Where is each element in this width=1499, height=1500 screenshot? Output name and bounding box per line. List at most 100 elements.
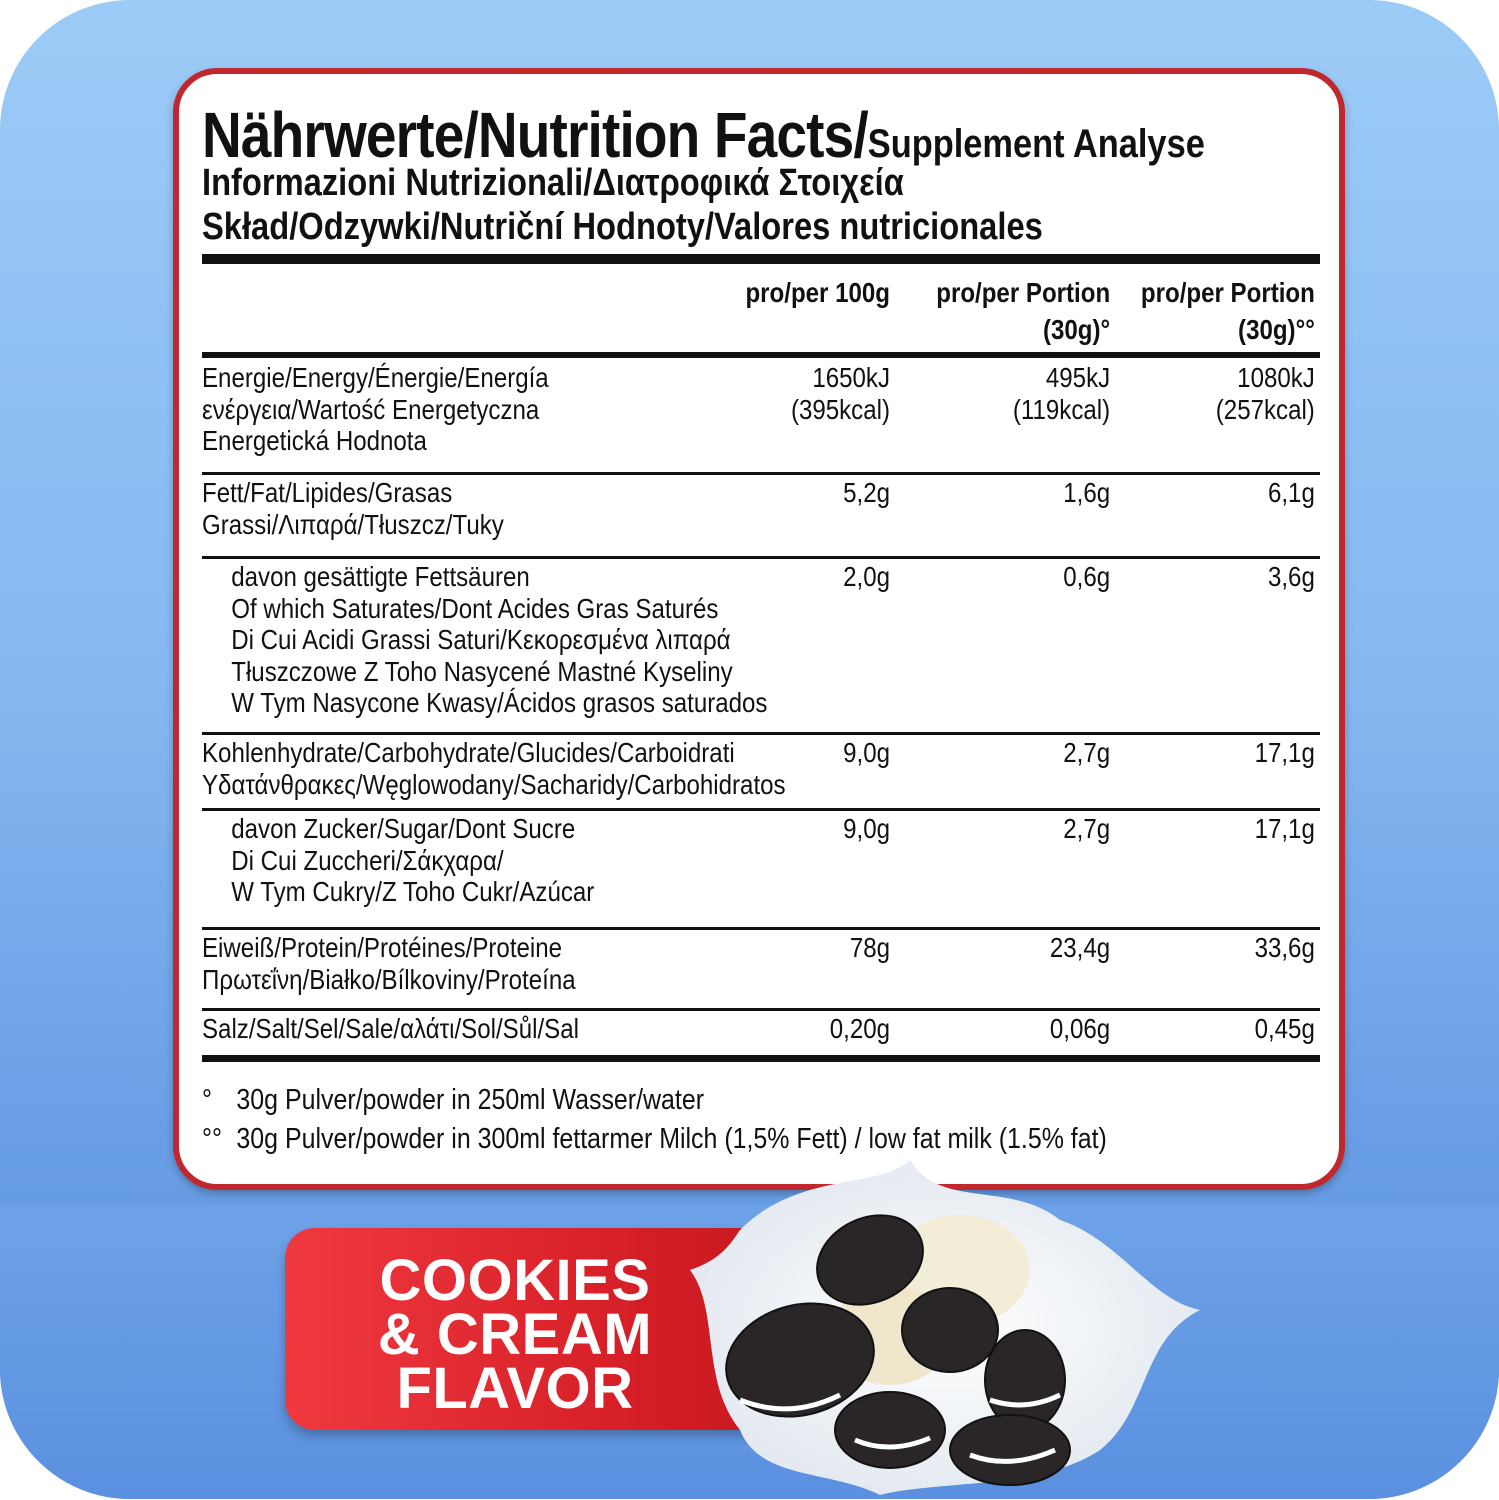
- nutrient-value-line: 2,7g: [1063, 813, 1111, 844]
- nutrient-value-line: 3,6g: [1267, 561, 1315, 592]
- flavor-line: & CREAM: [377, 1302, 653, 1367]
- nutrient-value: 495kJ (119kcal): [1013, 362, 1110, 425]
- nutrient-value-line: 2,7g: [1063, 737, 1111, 768]
- nutrient-value-line: 0,45g: [1254, 1013, 1315, 1044]
- nutrient-label-line: davon gesättigte Fettsäuren: [231, 561, 530, 592]
- nutrient-value: 23,4g: [1050, 932, 1110, 964]
- cookie: [901, 1287, 999, 1373]
- nutrient-value-line: 495kJ: [1045, 362, 1111, 393]
- nutrient-value-line: 6,1g: [1267, 477, 1315, 508]
- column-header-per-portion-water: pro/per Portion (30g)°: [936, 274, 1110, 348]
- nutrient-value: 2,7g: [1063, 813, 1110, 845]
- cookie: [725, 1302, 875, 1418]
- nutrient-label: davon gesättigte Fettsäuren Of which Satu…: [231, 561, 767, 719]
- nutrient-value: 0,45g: [1255, 1013, 1315, 1045]
- flavor-line: COOKIES: [379, 1248, 651, 1313]
- nutrient-label: Salz/Salt/Sel/Sale/αλάτι/Sol/Sůl/Sal: [202, 1013, 579, 1045]
- nutrient-value: 3,6g: [1268, 561, 1315, 593]
- nutrient-value: 1080kJ (257kcal): [1216, 362, 1315, 425]
- nutrient-value: 17,1g: [1255, 813, 1315, 845]
- nutrient-value-line: 1080kJ: [1237, 362, 1315, 393]
- nutrient-value-line: 0,6g: [1063, 561, 1111, 592]
- nutrient-value-line: 17,1g: [1254, 737, 1315, 768]
- nutrient-value: 5,2g: [843, 477, 890, 509]
- nutrient-value-line: 9,0g: [843, 737, 890, 768]
- row-divider: [202, 556, 1320, 559]
- nutrient-value: 2,0g: [843, 561, 890, 593]
- nutrient-label-line: Di Cui Zuccheri/Σάκχαρα/: [231, 844, 504, 876]
- nutrient-value-line: (119kcal): [1012, 393, 1111, 425]
- column-header-per-100g: pro/per 100g: [745, 274, 890, 311]
- nutrient-label-line: W Tym Cukry/Z Toho Cukr/Azúcar: [231, 876, 595, 907]
- nutrient-label: Fett/Fat/Lipides/Grasas Grassi/Λιπαρά/Tłu…: [202, 477, 504, 540]
- nutrient-value: 78g: [850, 932, 890, 964]
- nutrient-value-line: (257kcal): [1215, 393, 1315, 425]
- nutrient-label-line: W Tym Nasycone Kwasy/Ácidos grasos satur…: [231, 687, 768, 718]
- nutrient-value: 33,6g: [1255, 932, 1315, 964]
- nutrient-label-line: Kohlenhydrate/Carbohydrate/Glucides/Carb…: [202, 737, 735, 768]
- nutrient-label: davon Zucker/Sugar/Dont Sucre Di Cui Zucc…: [231, 813, 594, 908]
- title-main: Nährwerte/Nutrition Facts/: [202, 99, 869, 171]
- divider-thick: [202, 1055, 1320, 1062]
- row-divider: [202, 1008, 1320, 1011]
- cookie: [834, 1391, 946, 1469]
- nutrient-value: 2,7g: [1063, 737, 1110, 769]
- nutrient-label-line: Energie/Energy/Énergie/Energía: [202, 362, 549, 393]
- nutrient-label-line: Salz/Salt/Sel/Sale/αλάτι/Sol/Sůl/Sal: [202, 1013, 579, 1044]
- cookie: [816, 1214, 924, 1306]
- flavor-label: COOKIES & CREAM FLAVOR: [285, 1248, 745, 1421]
- divider-thick: [202, 254, 1320, 264]
- flavor-line: FLAVOR: [396, 1356, 634, 1421]
- footnote: °° 30g Pulver/powder in 300ml fettarmer M…: [202, 1123, 1107, 1156]
- nutrient-value: 1650kJ (395kcal): [791, 362, 890, 425]
- nutrient-value: 1,6g: [1063, 477, 1110, 509]
- nutrient-label-line: Tłuszczowe Z Toho Nasycené Mastné Kyseli…: [231, 655, 733, 687]
- nutrition-facts-panel: Nährwerte/Nutrition Facts/Supplement Ana…: [173, 68, 1345, 1190]
- column-header-line: (30g)°: [1042, 314, 1111, 345]
- column-header-line: pro/per 100g: [745, 277, 890, 308]
- title-line-3: Skład/Odzywki/Nutriční Hodnoty/Valores n…: [202, 206, 1043, 248]
- column-header-line: (30g)°°: [1238, 314, 1315, 345]
- nutrient-label: Kohlenhydrate/Carbohydrate/Glucides/Carb…: [202, 737, 786, 800]
- nutrient-label: Eiweiß/Protein/Protéines/Proteine Πρωτεΐν…: [202, 932, 576, 995]
- footnote-text: 30g Pulver/powder in 300ml fettarmer Mil…: [236, 1123, 1107, 1155]
- nutrient-value: 0,20g: [830, 1013, 890, 1045]
- nutrient-value-line: 33,6g: [1254, 932, 1315, 963]
- nutrient-label-line: ενέργεια/Wartość Energetyczna: [202, 393, 540, 425]
- nutrient-value-line: 0,06g: [1049, 1013, 1111, 1044]
- nutrient-label-line: davon Zucker/Sugar/Dont Sucre: [231, 813, 576, 844]
- nutrient-value-line: 5,2g: [843, 477, 890, 508]
- nutrient-value: 17,1g: [1255, 737, 1315, 769]
- nutrient-label-line: Grassi/Λιπαρά/Tłuszcz/Tuky: [202, 508, 504, 540]
- nutrient-value: 0,6g: [1063, 561, 1110, 593]
- footnote-mark: °°: [202, 1123, 222, 1155]
- nutrient-value-line: 23,4g: [1049, 932, 1111, 963]
- row-divider: [202, 472, 1320, 475]
- nutrient-label-line: Πρωτεΐνη/Białko/Bílkoviny/Proteína: [202, 963, 576, 995]
- nutrient-label-line: Eiweiß/Protein/Protéines/Proteine: [202, 932, 563, 963]
- title-sub: Supplement Analyse: [867, 122, 1205, 166]
- nutrient-value-line: 2,0g: [843, 561, 890, 592]
- nutrient-label-line: Fett/Fat/Lipides/Grasas: [202, 477, 453, 508]
- nutrient-value: 0,06g: [1050, 1013, 1110, 1045]
- nutrient-label: Energie/Energy/Énergie/Energía ενέργεια/W…: [202, 362, 549, 457]
- nutrient-value-line: 9,0g: [843, 813, 890, 844]
- divider-thick: [202, 352, 1320, 358]
- cookie: [949, 1414, 1071, 1486]
- nutrient-value: 9,0g: [843, 737, 890, 769]
- footnote-mark: °: [202, 1084, 212, 1116]
- cookies-milk-splash-image: [690, 1160, 1200, 1495]
- footnote-text: 30g Pulver/powder in 250ml Wasser/water: [236, 1084, 705, 1116]
- nutrient-value-line: 78g: [849, 932, 890, 963]
- nutrient-label-line: Υδατάνθρακες/Węglowodany/Sacharidy/Carbo…: [202, 768, 786, 800]
- row-divider: [202, 927, 1320, 930]
- column-header-per-portion-milk: pro/per Portion (30g)°°: [1141, 274, 1315, 348]
- nutrient-value-line: 17,1g: [1254, 813, 1315, 844]
- nutrient-value-line: (395kcal): [790, 393, 890, 425]
- nutrient-value-line: 1,6g: [1063, 477, 1111, 508]
- nutrient-value-line: 0,20g: [829, 1013, 890, 1044]
- column-header-line: pro/per Portion: [1140, 277, 1315, 308]
- row-divider: [202, 808, 1320, 811]
- row-divider: [202, 732, 1320, 735]
- footnote: ° 30g Pulver/powder in 250ml Wasser/water: [202, 1084, 704, 1117]
